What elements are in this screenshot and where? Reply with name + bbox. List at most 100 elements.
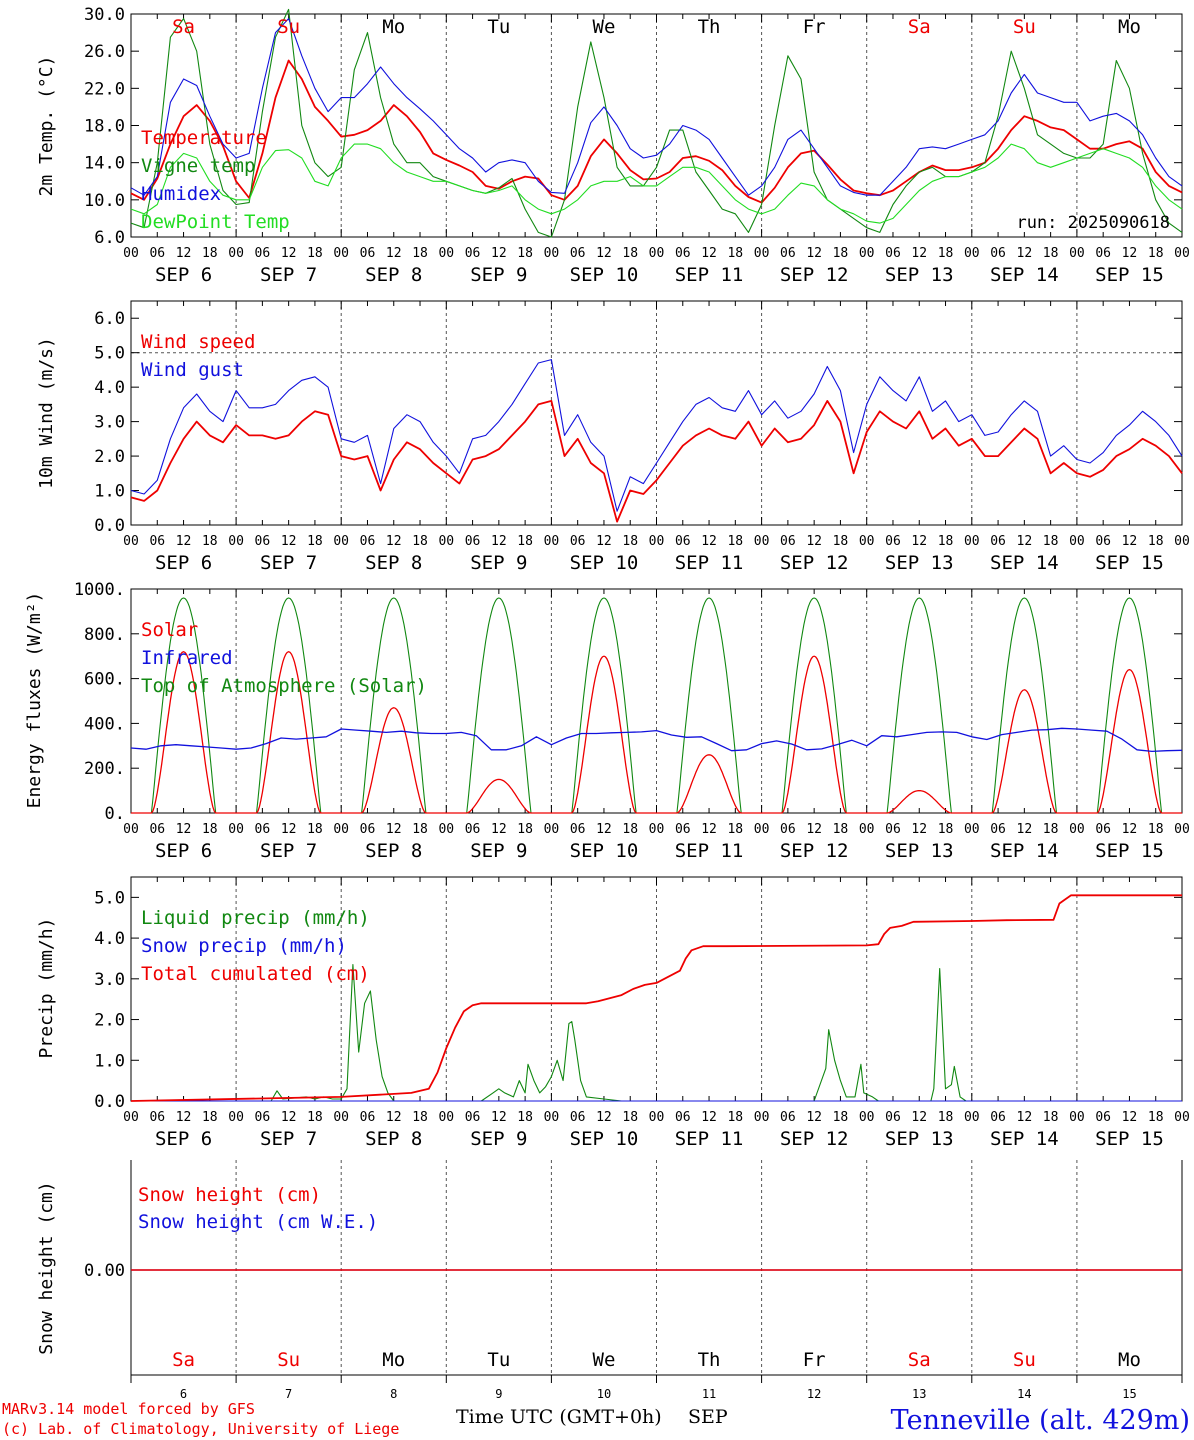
- legend-entry: Snow height (cm): [138, 1184, 321, 1206]
- date-label: SEP 6: [155, 1128, 212, 1150]
- hour-tick-label: 06: [255, 534, 271, 549]
- hour-tick-label: 12: [701, 246, 717, 261]
- date-label: SEP 6: [155, 264, 212, 286]
- hour-tick-label: 18: [622, 246, 638, 261]
- y-tick-label: 6.0: [94, 228, 125, 248]
- day-number-label: 8: [390, 1387, 397, 1401]
- hour-tick-label: 12: [1122, 822, 1138, 837]
- date-label: SEP 12: [780, 1128, 849, 1150]
- hour-tick-label: 00: [123, 822, 139, 837]
- hour-tick-label: 12: [386, 246, 402, 261]
- hour-tick-label: 00: [1174, 822, 1190, 837]
- y-tick-label: 22.0: [84, 79, 125, 99]
- hour-tick-label: 06: [570, 1110, 586, 1125]
- hour-tick-label: 12: [281, 246, 297, 261]
- hour-tick-label: 12: [596, 246, 612, 261]
- hour-tick-label: 12: [806, 534, 822, 549]
- y-tick-label: 400.: [84, 714, 125, 734]
- day-of-week-label: We: [593, 1349, 616, 1371]
- hour-tick-label: 18: [833, 534, 849, 549]
- credit-line-2: (c) Lab. of Climatology, University of L…: [2, 1420, 399, 1438]
- date-label: SEP 13: [885, 552, 954, 574]
- date-label: SEP 14: [990, 264, 1059, 286]
- y-tick-label: 0.00: [84, 1261, 125, 1281]
- date-label: SEP 6: [155, 552, 212, 574]
- date-label: SEP 7: [260, 840, 317, 862]
- y-tick-label: 2.0: [94, 1011, 125, 1031]
- hour-tick-label: 00: [333, 822, 349, 837]
- hour-tick-label: 00: [1069, 1110, 1085, 1125]
- day-of-week-label: Mo: [1118, 1349, 1141, 1371]
- hour-tick-label: 00: [754, 822, 770, 837]
- hour-tick-label: 18: [727, 1110, 743, 1125]
- legend-entry: Liquid precip (mm/h): [141, 907, 370, 929]
- hour-tick-label: 12: [176, 246, 192, 261]
- legend-entry: Total cumulated (cm): [141, 963, 370, 985]
- hour-tick-label: 06: [1095, 534, 1111, 549]
- y-tick-label: 18.0: [84, 117, 125, 137]
- legend-entry: Infrared: [141, 647, 233, 669]
- hour-tick-label: 12: [701, 534, 717, 549]
- hour-tick-label: 12: [1017, 246, 1033, 261]
- date-label: SEP 9: [470, 264, 527, 286]
- hour-tick-label: 06: [149, 1110, 165, 1125]
- series-line-dewpoint-temp: [130, 143, 1183, 224]
- date-label: SEP 12: [780, 264, 849, 286]
- y-tick-label: 6.0: [94, 309, 125, 329]
- date-label: SEP 12: [780, 840, 849, 862]
- date-label: SEP 15: [1095, 264, 1164, 286]
- day-of-week-label: Su: [1013, 16, 1036, 38]
- hour-tick-label: 00: [228, 1110, 244, 1125]
- hour-tick-label: 18: [517, 1110, 533, 1125]
- hour-tick-label: 00: [964, 534, 980, 549]
- hour-tick-label: 12: [701, 1110, 717, 1125]
- hour-tick-label: 06: [885, 246, 901, 261]
- energy-flux-panel: 0. 200. 400. 600. 800. 1000. Energy fluxes (W/…: [24, 580, 1190, 862]
- legend-entry: Wind speed: [141, 331, 255, 353]
- legend-entry: Snow height (cm W.E.): [138, 1211, 378, 1233]
- hour-tick-label: 12: [596, 534, 612, 549]
- hour-tick-label: 06: [675, 534, 691, 549]
- hour-tick-label: 06: [885, 822, 901, 837]
- date-label: SEP 6: [155, 840, 212, 862]
- y-tick-label: 0.0: [94, 1092, 125, 1112]
- hour-tick-label: 06: [255, 1110, 271, 1125]
- y-tick-label: 10.0: [84, 191, 125, 211]
- hour-tick-label: 18: [517, 822, 533, 837]
- hour-tick-label: 18: [1148, 1110, 1164, 1125]
- y-tick-label: 4.0: [94, 378, 125, 398]
- hour-tick-label: 18: [202, 1110, 218, 1125]
- hour-tick-label: 06: [780, 246, 796, 261]
- date-label: SEP 7: [260, 1128, 317, 1150]
- y-axis-label: Energy fluxes (W/m²): [24, 592, 45, 809]
- date-label: SEP 7: [260, 552, 317, 574]
- hour-tick-label: 12: [281, 534, 297, 549]
- legend-entry: Snow precip (mm/h): [141, 935, 347, 957]
- hour-tick-label: 06: [780, 1110, 796, 1125]
- day-number-label: 6: [180, 1387, 187, 1401]
- hour-tick-label: 00: [123, 1110, 139, 1125]
- hour-tick-label: 12: [386, 822, 402, 837]
- hour-tick-label: 18: [1043, 534, 1059, 549]
- hour-tick-label: 06: [360, 1110, 376, 1125]
- hour-tick-label: 18: [412, 1110, 428, 1125]
- y-tick-label: 26.0: [84, 42, 125, 62]
- hour-tick-label: 06: [255, 822, 271, 837]
- hour-tick-label: 00: [438, 246, 454, 261]
- date-label: SEP 8: [365, 1128, 422, 1150]
- series-line-liquid-precip-mm-h-: [131, 964, 1182, 1102]
- day-of-week-label: Th: [698, 1349, 721, 1371]
- hour-tick-label: 18: [307, 534, 323, 549]
- day-of-week-label: Sa: [172, 1349, 195, 1371]
- y-axis-label: Snow height (cm): [36, 1181, 57, 1354]
- hour-tick-label: 18: [412, 534, 428, 549]
- hour-tick-label: 12: [491, 822, 507, 837]
- hour-tick-label: 12: [806, 246, 822, 261]
- hour-tick-label: 00: [964, 246, 980, 261]
- series-line-vigne-temp: [130, 8, 1183, 238]
- y-tick-label: 3.0: [94, 413, 125, 433]
- hour-tick-label: 00: [1174, 246, 1190, 261]
- hour-tick-label: 06: [465, 534, 481, 549]
- hour-tick-label: 18: [412, 246, 428, 261]
- y-tick-label: 200.: [84, 759, 125, 779]
